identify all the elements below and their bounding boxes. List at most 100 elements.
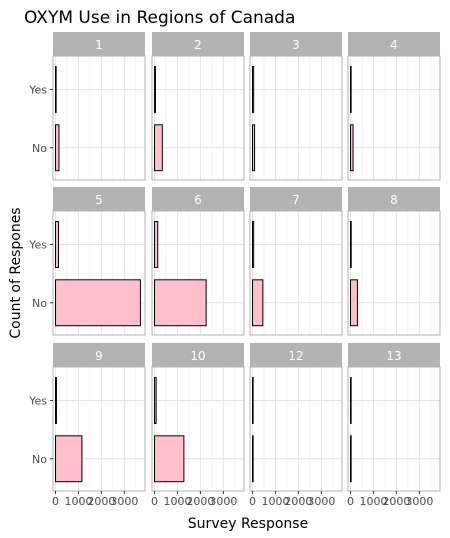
panel-border (151, 366, 245, 492)
panel-border (249, 210, 343, 336)
facet-panel-6: 6 (151, 187, 245, 336)
facet-strip-label: 12 (288, 349, 303, 363)
facet-strip-label: 10 (190, 349, 205, 363)
facet-panel-1: 1 No Yes (28, 32, 146, 181)
bar-no (252, 124, 256, 172)
x-tick-label: 0 (249, 495, 256, 508)
bar-no (350, 435, 352, 483)
bar-yes (55, 66, 57, 113)
panel-border (52, 210, 146, 336)
facet-strip (250, 187, 342, 211)
facet-strip-label: 3 (292, 38, 300, 52)
chart-title: OXYM Use in Regions of Canada (24, 8, 295, 28)
facet-strip (250, 32, 342, 56)
facet-strip-label: 7 (292, 193, 300, 207)
facet-panel-2: 2 (151, 32, 245, 181)
facet-strip-label: 1 (95, 38, 103, 52)
facet-panel-5: 5 No Yes (28, 187, 146, 336)
facet-strip (152, 187, 244, 211)
facet-strip (348, 32, 440, 56)
bar-no (252, 279, 264, 327)
panel-background (152, 56, 244, 180)
x-tick-label: 2000 (284, 495, 312, 508)
facet-strip-label: 2 (194, 38, 202, 52)
facet-panel-8: 8 (347, 187, 441, 336)
x-tick-label: 1000 (163, 495, 191, 508)
x-tick-label: 0 (151, 495, 158, 508)
bar-no (350, 124, 354, 172)
x-tick-label: 1000 (261, 495, 289, 508)
bar-yes (350, 221, 352, 268)
facet-strip (53, 32, 145, 56)
panel-border (347, 366, 441, 492)
facet-strip (53, 187, 145, 211)
facet-strip-label: 5 (95, 193, 103, 207)
x-tick-label: 2000 (382, 495, 410, 508)
x-tick-label: 2000 (87, 495, 115, 508)
bar-no (154, 435, 185, 483)
facet-strip (53, 343, 145, 367)
facet-strip-label: 8 (390, 193, 398, 207)
x-tick-label: 0 (52, 495, 59, 508)
panel-background (348, 367, 440, 491)
bar-yes (55, 377, 57, 424)
facet-strip (152, 343, 244, 367)
facet-strip (152, 32, 244, 56)
facet-panel-4: 4 (347, 32, 441, 181)
panel-border (52, 366, 146, 492)
bar-yes (252, 377, 254, 424)
panel-border (151, 55, 245, 181)
facet-strip-label: 4 (390, 38, 398, 52)
x-axis-title: Survey Response (188, 516, 308, 532)
bar-yes (154, 221, 159, 268)
facet-panel-7: 7 (249, 187, 343, 336)
bar-yes (154, 66, 156, 113)
bar-yes (350, 66, 352, 113)
bar-no (55, 435, 83, 483)
y-tick-label: Yes (28, 394, 47, 407)
x-tick-label: 3000 (209, 495, 237, 508)
x-tick-label: 0 (347, 495, 354, 508)
panel-border (151, 210, 245, 336)
y-tick-label: Yes (28, 83, 47, 96)
y-tick-label: No (32, 297, 47, 310)
y-axis-title: Count of Respones (8, 207, 24, 338)
panel-border (347, 210, 441, 336)
facet-strip-label: 9 (95, 349, 103, 363)
facet-strip (348, 343, 440, 367)
panel-background (250, 367, 342, 491)
facet-strip-label: 6 (194, 193, 202, 207)
x-tick-label: 3000 (307, 495, 335, 508)
bar-yes (154, 377, 157, 424)
bar-no (350, 279, 358, 327)
x-tick-label: 3000 (405, 495, 433, 508)
panel-background (348, 211, 440, 335)
facet-strip-label: 13 (386, 349, 401, 363)
y-tick-label: No (32, 142, 47, 155)
x-tick-label: 3000 (110, 495, 138, 508)
panel-background (250, 211, 342, 335)
bar-yes (350, 377, 352, 424)
panel-background (53, 56, 145, 180)
x-tick-label: 1000 (359, 495, 387, 508)
x-tick-label: 2000 (186, 495, 214, 508)
facet-strip (250, 343, 342, 367)
bar-no (252, 435, 254, 483)
panel-border (52, 55, 146, 181)
y-tick-label: Yes (28, 238, 47, 251)
panel-border (249, 55, 343, 181)
bar-no (154, 124, 163, 172)
y-tick-label: No (32, 453, 47, 466)
panel-border (249, 366, 343, 492)
bar-yes (252, 221, 255, 268)
x-tick-label: 1000 (64, 495, 92, 508)
panel-border (347, 55, 441, 181)
facet-panel-3: 3 (249, 32, 343, 181)
panel-background (250, 56, 342, 180)
